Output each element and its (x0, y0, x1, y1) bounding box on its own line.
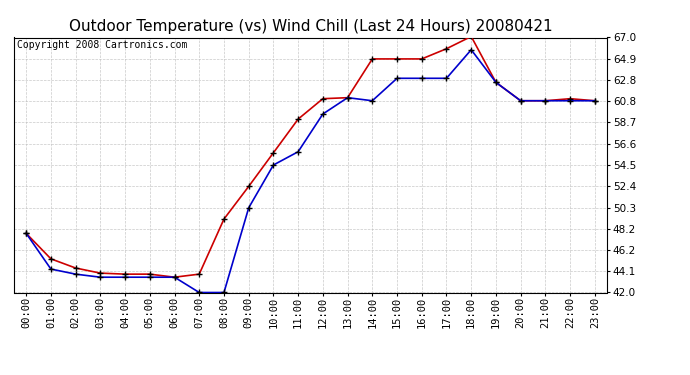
Text: Copyright 2008 Cartronics.com: Copyright 2008 Cartronics.com (17, 40, 187, 50)
Text: Outdoor Temperature (vs) Wind Chill (Last 24 Hours) 20080421: Outdoor Temperature (vs) Wind Chill (Las… (69, 19, 552, 34)
